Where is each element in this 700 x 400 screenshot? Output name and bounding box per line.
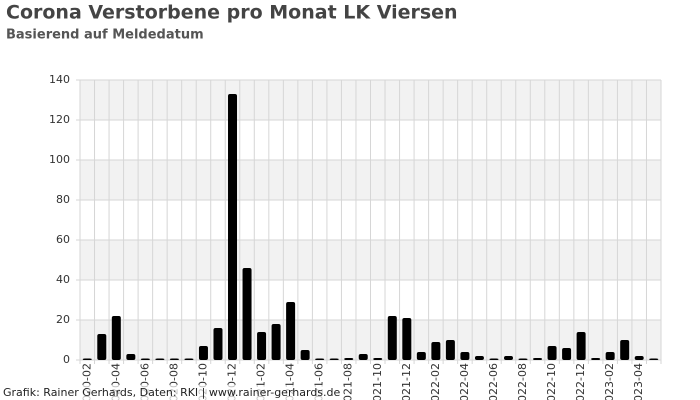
bar <box>402 318 412 360</box>
bar <box>503 356 513 360</box>
y-tick-label: 140 <box>49 73 70 86</box>
bar <box>329 358 339 360</box>
footer: Grafik: Rainer Gerhards, Daten: RKI | ww… <box>3 386 341 399</box>
bar <box>373 358 383 360</box>
bar <box>344 358 354 360</box>
bar <box>445 340 455 360</box>
bar <box>562 348 572 360</box>
x-tick-label: 2022-04 <box>458 363 471 400</box>
y-tick-label: 20 <box>56 313 70 326</box>
bar <box>198 346 208 360</box>
bar <box>111 316 121 360</box>
bar <box>97 334 107 360</box>
chart-subtitle: Basierend auf Meldedatum <box>6 28 204 43</box>
x-tick-label: 2023-04 <box>632 363 645 400</box>
x-tick-label: 2023-02 <box>603 363 616 400</box>
bar <box>620 340 630 360</box>
x-tick-label: 2022-08 <box>516 363 529 400</box>
x-tick-label: 2022-12 <box>574 363 587 400</box>
bar <box>358 354 368 360</box>
bar <box>416 352 426 360</box>
bar <box>518 358 528 360</box>
y-tick-label: 100 <box>49 153 70 166</box>
y-tick-label: 60 <box>56 233 70 246</box>
bar <box>315 358 325 360</box>
bar <box>387 316 397 360</box>
chart-title: Corona Verstorbene pro Monat LK Viersen <box>6 2 458 24</box>
bar <box>533 358 543 360</box>
bar <box>576 332 586 360</box>
bar <box>431 342 441 360</box>
x-tick-label: 2022-02 <box>429 363 442 400</box>
bar <box>271 324 281 360</box>
bar <box>460 352 470 360</box>
bar <box>547 346 557 360</box>
bar <box>634 356 644 360</box>
bar <box>82 358 92 360</box>
bar <box>286 302 296 360</box>
x-tick-label: 2022-10 <box>545 363 558 400</box>
x-tick-label: 2021-10 <box>371 363 384 400</box>
bar <box>605 352 615 360</box>
bar <box>140 358 150 360</box>
bar <box>242 268 252 360</box>
footer-bg <box>0 385 330 400</box>
x-tick-label: 2021-08 <box>342 363 355 400</box>
bar <box>474 356 484 360</box>
bar <box>649 358 659 360</box>
x-tick-label: 2022-06 <box>487 363 500 400</box>
bar <box>489 358 499 360</box>
x-tick-label: 2021-12 <box>400 363 413 400</box>
y-tick-label: 120 <box>49 113 70 126</box>
bar <box>228 94 238 360</box>
bar <box>169 358 179 360</box>
bar <box>126 354 136 360</box>
y-tick-label: 80 <box>56 193 70 206</box>
bar <box>591 358 601 360</box>
y-tick-label: 0 <box>63 353 70 366</box>
bar <box>257 332 267 360</box>
bar <box>155 358 165 360</box>
bar <box>184 358 194 360</box>
bar <box>300 350 310 360</box>
bar <box>213 328 223 360</box>
y-tick-label: 40 <box>56 273 70 286</box>
